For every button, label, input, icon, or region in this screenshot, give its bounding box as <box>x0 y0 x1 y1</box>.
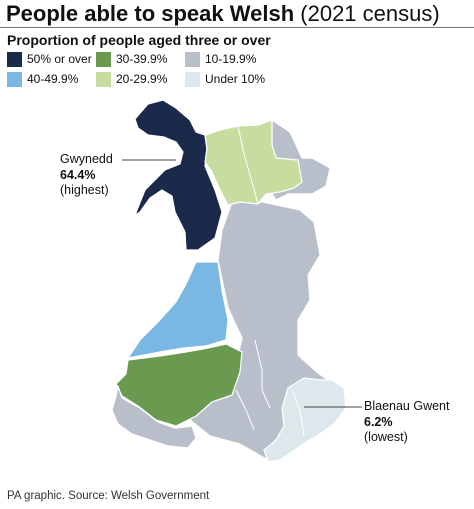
gwynedd-callout: Gwynedd 64.4% (highest) <box>60 152 113 199</box>
legend-label: 40-49.9% <box>27 72 79 86</box>
legend-label: 50% or over <box>27 52 92 66</box>
legend-swatch <box>185 71 200 87</box>
legend-swatch <box>7 71 22 87</box>
blaenau-gwent-value: 6.2% <box>364 414 393 429</box>
legend-swatch <box>96 71 111 87</box>
legend-item-10-19: 10-19.9% <box>185 51 256 67</box>
title-main: People able to speak Welsh <box>6 1 295 26</box>
blaenau-gwent-name: Blaenau Gwent <box>364 399 450 413</box>
legend-title: Proportion of people aged three or over <box>7 32 271 48</box>
blaenau-gwent-note: (lowest) <box>364 430 408 444</box>
legend-swatch <box>185 51 200 67</box>
county-borders <box>235 389 255 431</box>
page-title: People able to speak Welsh (2021 census) <box>6 1 440 27</box>
pembrokeshire-region <box>111 385 197 449</box>
conwy-denbighshire-region <box>204 119 303 206</box>
legend-item-20-29: 20-29.9% <box>96 71 167 87</box>
legend-label: 30-39.9% <box>116 52 168 66</box>
legend-item-40-49: 40-49.9% <box>7 71 78 87</box>
gwynedd-value: 64.4% <box>60 167 96 182</box>
source-credit: PA graphic. Source: Welsh Government <box>7 490 210 502</box>
legend-label: Under 10% <box>205 72 266 86</box>
legend: 50% or over 30-39.9% 10-19.9% 40-49.9% 2… <box>7 51 307 91</box>
gwynedd-region <box>134 99 223 251</box>
under-10-regions <box>263 377 347 463</box>
wales-map <box>111 99 362 463</box>
legend-label: 20-29.9% <box>116 72 168 86</box>
blaenau-gwent-callout: Blaenau Gwent 6.2% (lowest) <box>364 399 449 446</box>
gwynedd-note: (highest) <box>60 183 109 197</box>
legend-item-30-39: 30-39.9% <box>96 51 167 67</box>
legend-item-50-or-over: 50% or over <box>7 51 92 67</box>
legend-swatch <box>96 51 111 67</box>
legend-swatch <box>7 51 22 67</box>
legend-label: 10-19.9% <box>205 52 257 66</box>
county-borders <box>237 125 259 205</box>
ceredigion-region <box>127 261 229 359</box>
county-borders <box>291 389 305 437</box>
county-borders <box>254 339 271 409</box>
gwynedd-name: Gwynedd <box>60 152 113 166</box>
title-year: (2021 census) <box>300 1 440 26</box>
title-rule <box>0 27 474 28</box>
legend-item-under-10: Under 10% <box>185 71 265 87</box>
